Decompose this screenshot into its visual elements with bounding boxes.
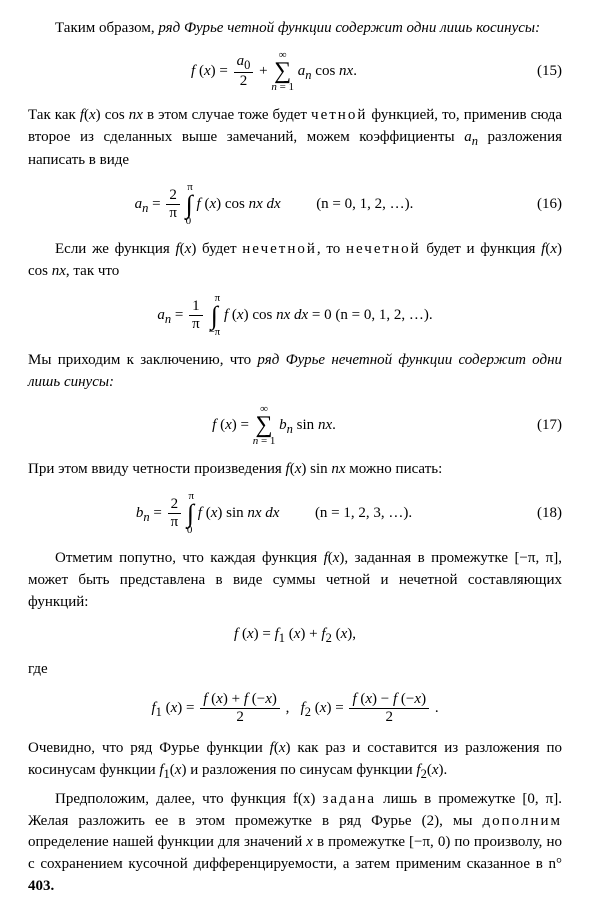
range: (n = 0, 1, 2, …). (335, 307, 432, 323)
para-odd-case: Если же функция f(x) будет нечетной, то … (28, 239, 562, 283)
equation-f1f2-def: f1 (x) = f (x) + f (−x)2 , f2 (x) = f (x… (28, 691, 562, 727)
para-suppose: Предположим, далее, что функция f(x) зад… (28, 789, 562, 898)
eq-body: bn = 2π π∫0 f (x) sin nx dx (n = 1, 2, 3… (28, 491, 520, 536)
para-gde: где (28, 659, 562, 681)
eq-body: f (x) = ∞∑n = 1 bn sin nx. (28, 404, 520, 448)
equation-an-zero: an = 1π π∫−π f (x) cos nx dx = 0 (n = 0,… (28, 293, 562, 338)
eq-body: an = 2π π∫0 f (x) cos nx dx (n = 0, 1, 2… (28, 182, 520, 227)
para-odd-sines: Мы приходим к заключению, что ряд Фурье … (28, 350, 562, 394)
para-even-cosines: Таким образом, ряд Фурье четной функции … (28, 18, 562, 40)
eq-number: (17) (520, 415, 562, 437)
equation-15: f (x) = a02 + ∞∑n = 1 an cos nx. (15) (28, 50, 562, 94)
equation-16: an = 2π π∫0 f (x) cos nx dx (n = 0, 1, 2… (28, 182, 562, 227)
equation-f1f2-sum: f (x) = f1 (x) + f2 (x), (28, 624, 562, 647)
text: Предположим, далее, что функция f(x) (55, 791, 322, 807)
text-spaced: задана (322, 791, 376, 807)
eq-body: f (x) = a02 + ∞∑n = 1 an cos nx. (28, 50, 520, 94)
text: Мы приходим к заключению, что (28, 352, 257, 368)
text: Таким образом, (55, 20, 158, 36)
para-even-coeff: Так как f(x) cos nx в этом случае тоже б… (28, 105, 562, 172)
equation-17: f (x) = ∞∑n = 1 bn sin nx. (17) (28, 404, 562, 448)
text-spaced: дополним (483, 813, 563, 829)
text-italic: ряд Фурье четной функции содержит одни л… (158, 20, 540, 36)
range: (n = 1, 2, 3, …). (315, 505, 412, 521)
eq-number: (16) (520, 194, 562, 216)
text: определение нашей функции для значений x… (28, 834, 562, 872)
para-bn-intro: При этом ввиду четности произведения f(x… (28, 459, 562, 481)
para-decomposition: Отметим попутно, что каждая функция f(x)… (28, 548, 562, 613)
equation-18: bn = 2π π∫0 f (x) sin nx dx (n = 1, 2, 3… (28, 491, 562, 536)
eq-number: (15) (520, 61, 562, 83)
para-obvious: Очевидно, что ряд Фурье функции f(x) как… (28, 738, 562, 783)
eq-number: (18) (520, 503, 562, 525)
ref-403: 403. (28, 878, 54, 894)
range: (n = 0, 1, 2, …). (316, 196, 413, 212)
